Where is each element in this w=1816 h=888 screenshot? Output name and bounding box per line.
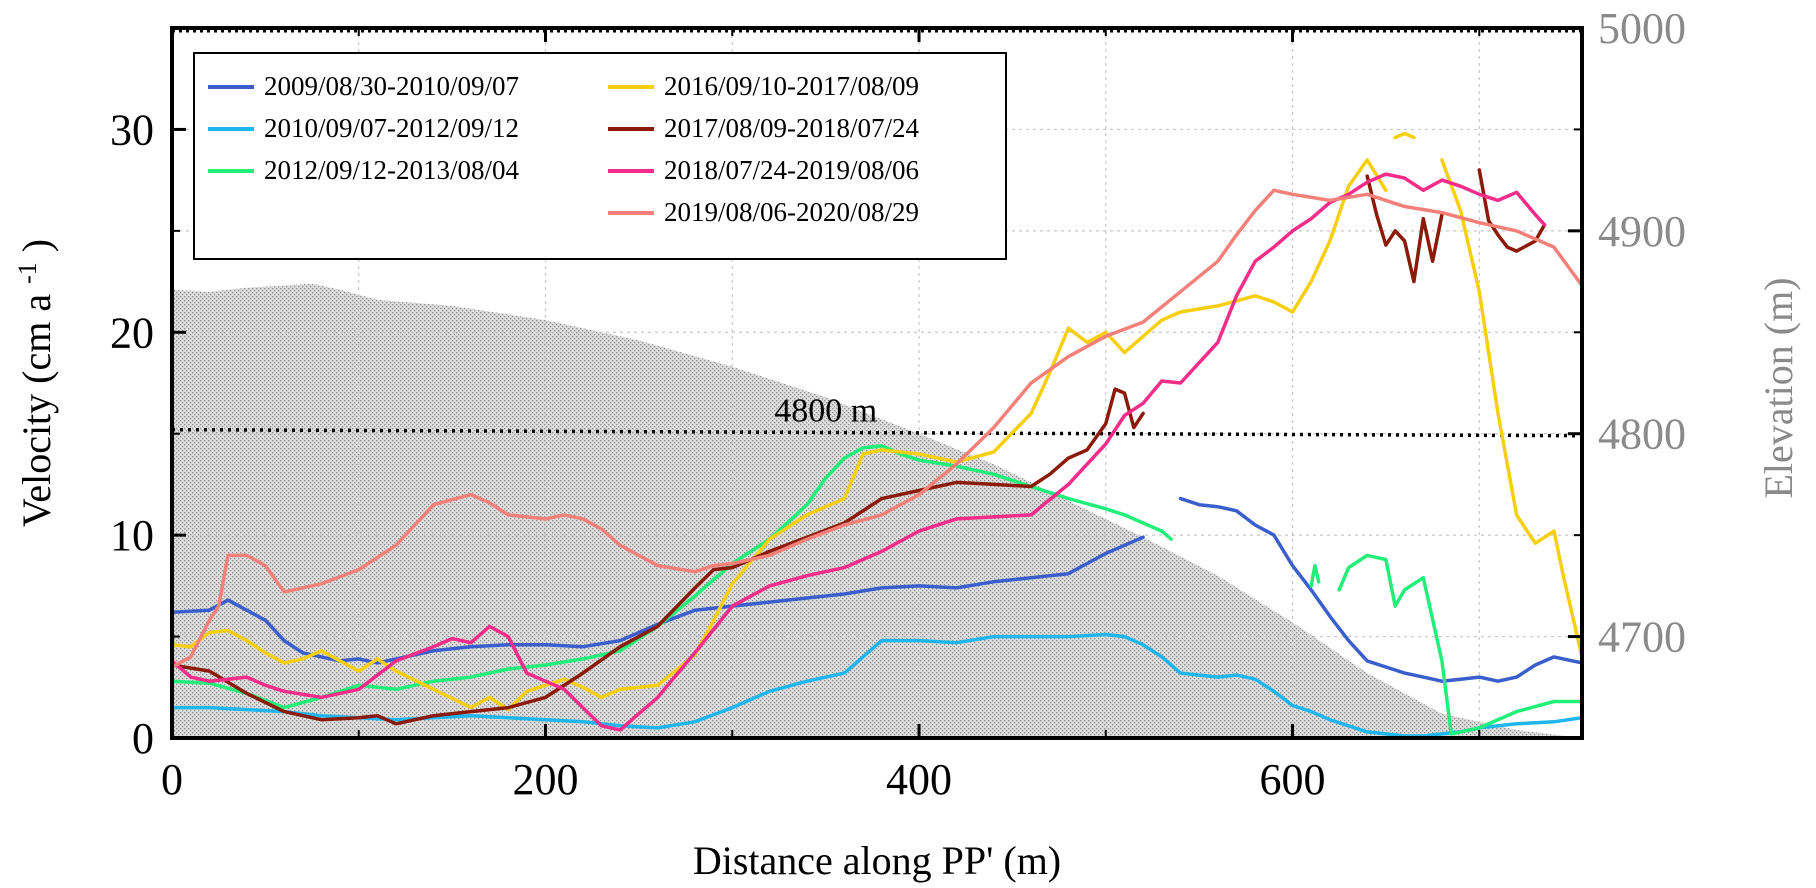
elevation-area: [172, 283, 1582, 738]
legend-entry: 2009/08/30-2010/09/07: [208, 71, 519, 101]
series-line: [172, 535, 1145, 665]
series-line: [1337, 553, 1582, 736]
series-line: [172, 632, 1582, 738]
y-axis-label-sup: -1: [13, 262, 42, 284]
legend-label: 2016/09/10-2017/08/09: [664, 71, 919, 101]
series-line: [172, 188, 1582, 669]
series-line: [1365, 174, 1444, 284]
x-tick-label: 600: [1260, 755, 1326, 804]
y2-tick-label: 4800: [1598, 410, 1686, 459]
series-layer: [172, 131, 1582, 738]
legend-label: 2018/07/24-2019/08/06: [664, 155, 919, 185]
series-5: [172, 168, 1547, 726]
series-1: [172, 496, 1582, 683]
legend-entry: 2018/07/24-2019/08/06: [608, 155, 919, 185]
legend-box: [193, 52, 1007, 260]
legend-entry: 2017/08/09-2018/07/24: [608, 113, 919, 143]
series-line: [1440, 158, 1582, 659]
y2-tick-label: 4700: [1598, 613, 1686, 662]
series-line: [172, 387, 1145, 726]
legend-label: 2017/08/09-2018/07/24: [664, 113, 919, 143]
reference-line-4800m: [172, 427, 1582, 438]
legend-entry: 2016/09/10-2017/08/09: [608, 71, 919, 101]
y-tick-label: 0: [132, 714, 154, 763]
legend-label: 2010/09/07-2012/09/12: [264, 113, 519, 143]
legend-label: 2019/08/06-2020/08/29: [664, 197, 919, 227]
series-line: [1393, 131, 1416, 140]
y-axis-label-close: ): [14, 239, 59, 252]
legend-label: 2012/09/12-2013/08/04: [264, 155, 519, 185]
y-tick-label: 20: [110, 308, 154, 357]
y-axis-label: Velocity (cm a -1 ): [0, 239, 59, 527]
series-line: [1178, 496, 1582, 683]
axes-layer: 0 10 20 30 0 200 400 600 4700 4800 4900 5000: [110, 4, 1686, 804]
x-tick-label: 0: [161, 755, 183, 804]
series-line: [1309, 563, 1321, 588]
y2-axis-label: Elevation (m): [1756, 277, 1801, 498]
y2-tick-label: 4900: [1598, 207, 1686, 256]
plot-frame: [170, 26, 1584, 740]
series-line: [1477, 168, 1547, 253]
x-axis-label: Distance along PP' (m): [693, 838, 1061, 883]
series-4: [172, 131, 1582, 712]
y-tick-label: 30: [110, 105, 154, 154]
series-6: [172, 172, 1547, 732]
reference-layer: [172, 29, 1582, 438]
series-7: [172, 188, 1582, 669]
legend-entry: 2019/08/06-2020/08/29: [608, 197, 919, 227]
series-line: [172, 158, 1388, 712]
legend-entry: 2012/09/12-2013/08/04: [208, 155, 519, 185]
x-tick-label: 400: [886, 755, 952, 804]
series-2: [172, 632, 1582, 738]
elevation-layer: [172, 283, 1582, 738]
x-tick-label: 200: [513, 755, 579, 804]
legend: 2009/08/30-2010/09/07 2010/09/07-2012/09/…: [193, 52, 1007, 260]
y-tick-label: 10: [110, 511, 154, 560]
annotation-4800m: 4800 m: [774, 393, 877, 430]
legend-label: 2009/08/30-2010/09/07: [264, 71, 519, 101]
legend-entry: 2010/09/07-2012/09/12: [208, 113, 519, 143]
y-axis-label-base: Velocity (cm a: [14, 294, 59, 527]
y2-tick-label: 5000: [1598, 4, 1686, 53]
series-line: [172, 172, 1547, 732]
